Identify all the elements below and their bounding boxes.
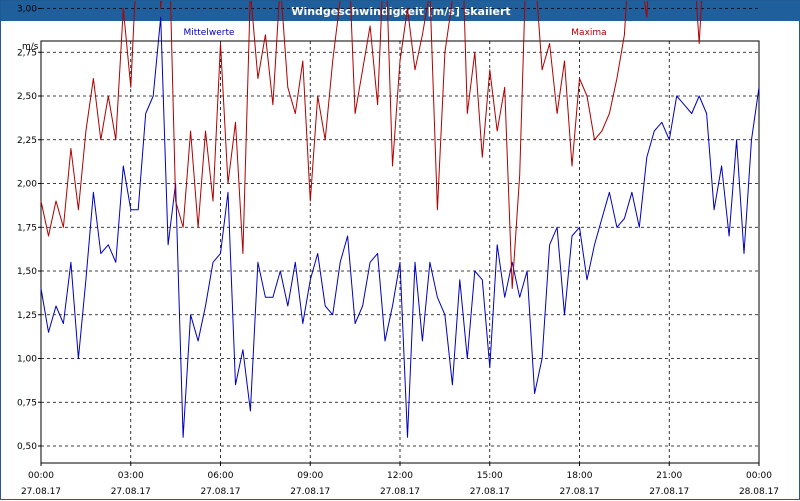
y-tick-label: 1,25 — [17, 311, 37, 321]
y-tick-label: 2,25 — [17, 136, 37, 146]
x-tick-date-label: 27.08.17 — [470, 487, 510, 497]
x-tick-time-label: 15:00 — [477, 471, 503, 481]
x-tick-time-label: 03:00 — [118, 471, 144, 481]
legend: Mittelwerte Maxima — [183, 28, 606, 38]
y-tick-label: 1,50 — [17, 267, 37, 277]
x-tick-time-label: 09:00 — [297, 471, 323, 481]
x-tick-time-label: 18:00 — [567, 471, 593, 481]
series-line-maxima — [40, 1, 703, 289]
x-tick-time-label: 00:00 — [28, 471, 54, 481]
x-tick-time-label: 12:00 — [387, 471, 413, 481]
y-axis: 0,50 0,75 1,00 1,25 1,50 1,75 2,00 2,25 2,50 2,75… — [17, 5, 41, 452]
x-tick-date-label: 27.08.17 — [21, 487, 61, 497]
x-tick-date-label: 27.08.17 — [380, 487, 420, 497]
x-tick-time-label: 00:00 — [746, 471, 772, 481]
y-tick-label: 2,00 — [17, 180, 37, 190]
y-tick-label: 0,75 — [17, 398, 37, 408]
y-tick-label: 1,75 — [17, 223, 37, 233]
x-tick-date-label: 28.08.17 — [739, 487, 779, 497]
x-tick-time-label: 06:00 — [208, 471, 234, 481]
y-tick-label: 1,00 — [17, 355, 37, 365]
x-tick-date-label: 27.08.17 — [290, 487, 330, 497]
y-tick-label: 2,75 — [17, 48, 37, 58]
x-tick-date-label: 27.08.17 — [200, 487, 240, 497]
legend-maxima: Maxima — [571, 28, 606, 38]
y-unit-label: m/s — [22, 42, 39, 52]
y-tick-label: 2,50 — [17, 92, 37, 102]
x-tick-date-label: 27.08.17 — [111, 487, 151, 497]
y-tick-label: 0,50 — [17, 442, 37, 452]
series-lines — [40, 1, 760, 438]
y-tick-label: 3,00 — [17, 5, 37, 15]
x-tick-date-label: 27.08.17 — [559, 487, 599, 497]
x-tick-time-label: 21:00 — [656, 471, 682, 481]
x-axis: 00:00 27.08.17 03:00 27.08.17 06:00 27.08.17 0… — [21, 463, 779, 497]
title-bar — [1, 1, 800, 21]
series-line-mittelwerte — [40, 16, 760, 438]
chart-title: Windgeschwindigkeit [m/s] skaliert — [291, 5, 510, 18]
x-tick-date-label: 27.08.17 — [649, 487, 689, 497]
legend-mittelwerte: Mittelwerte — [183, 28, 234, 38]
